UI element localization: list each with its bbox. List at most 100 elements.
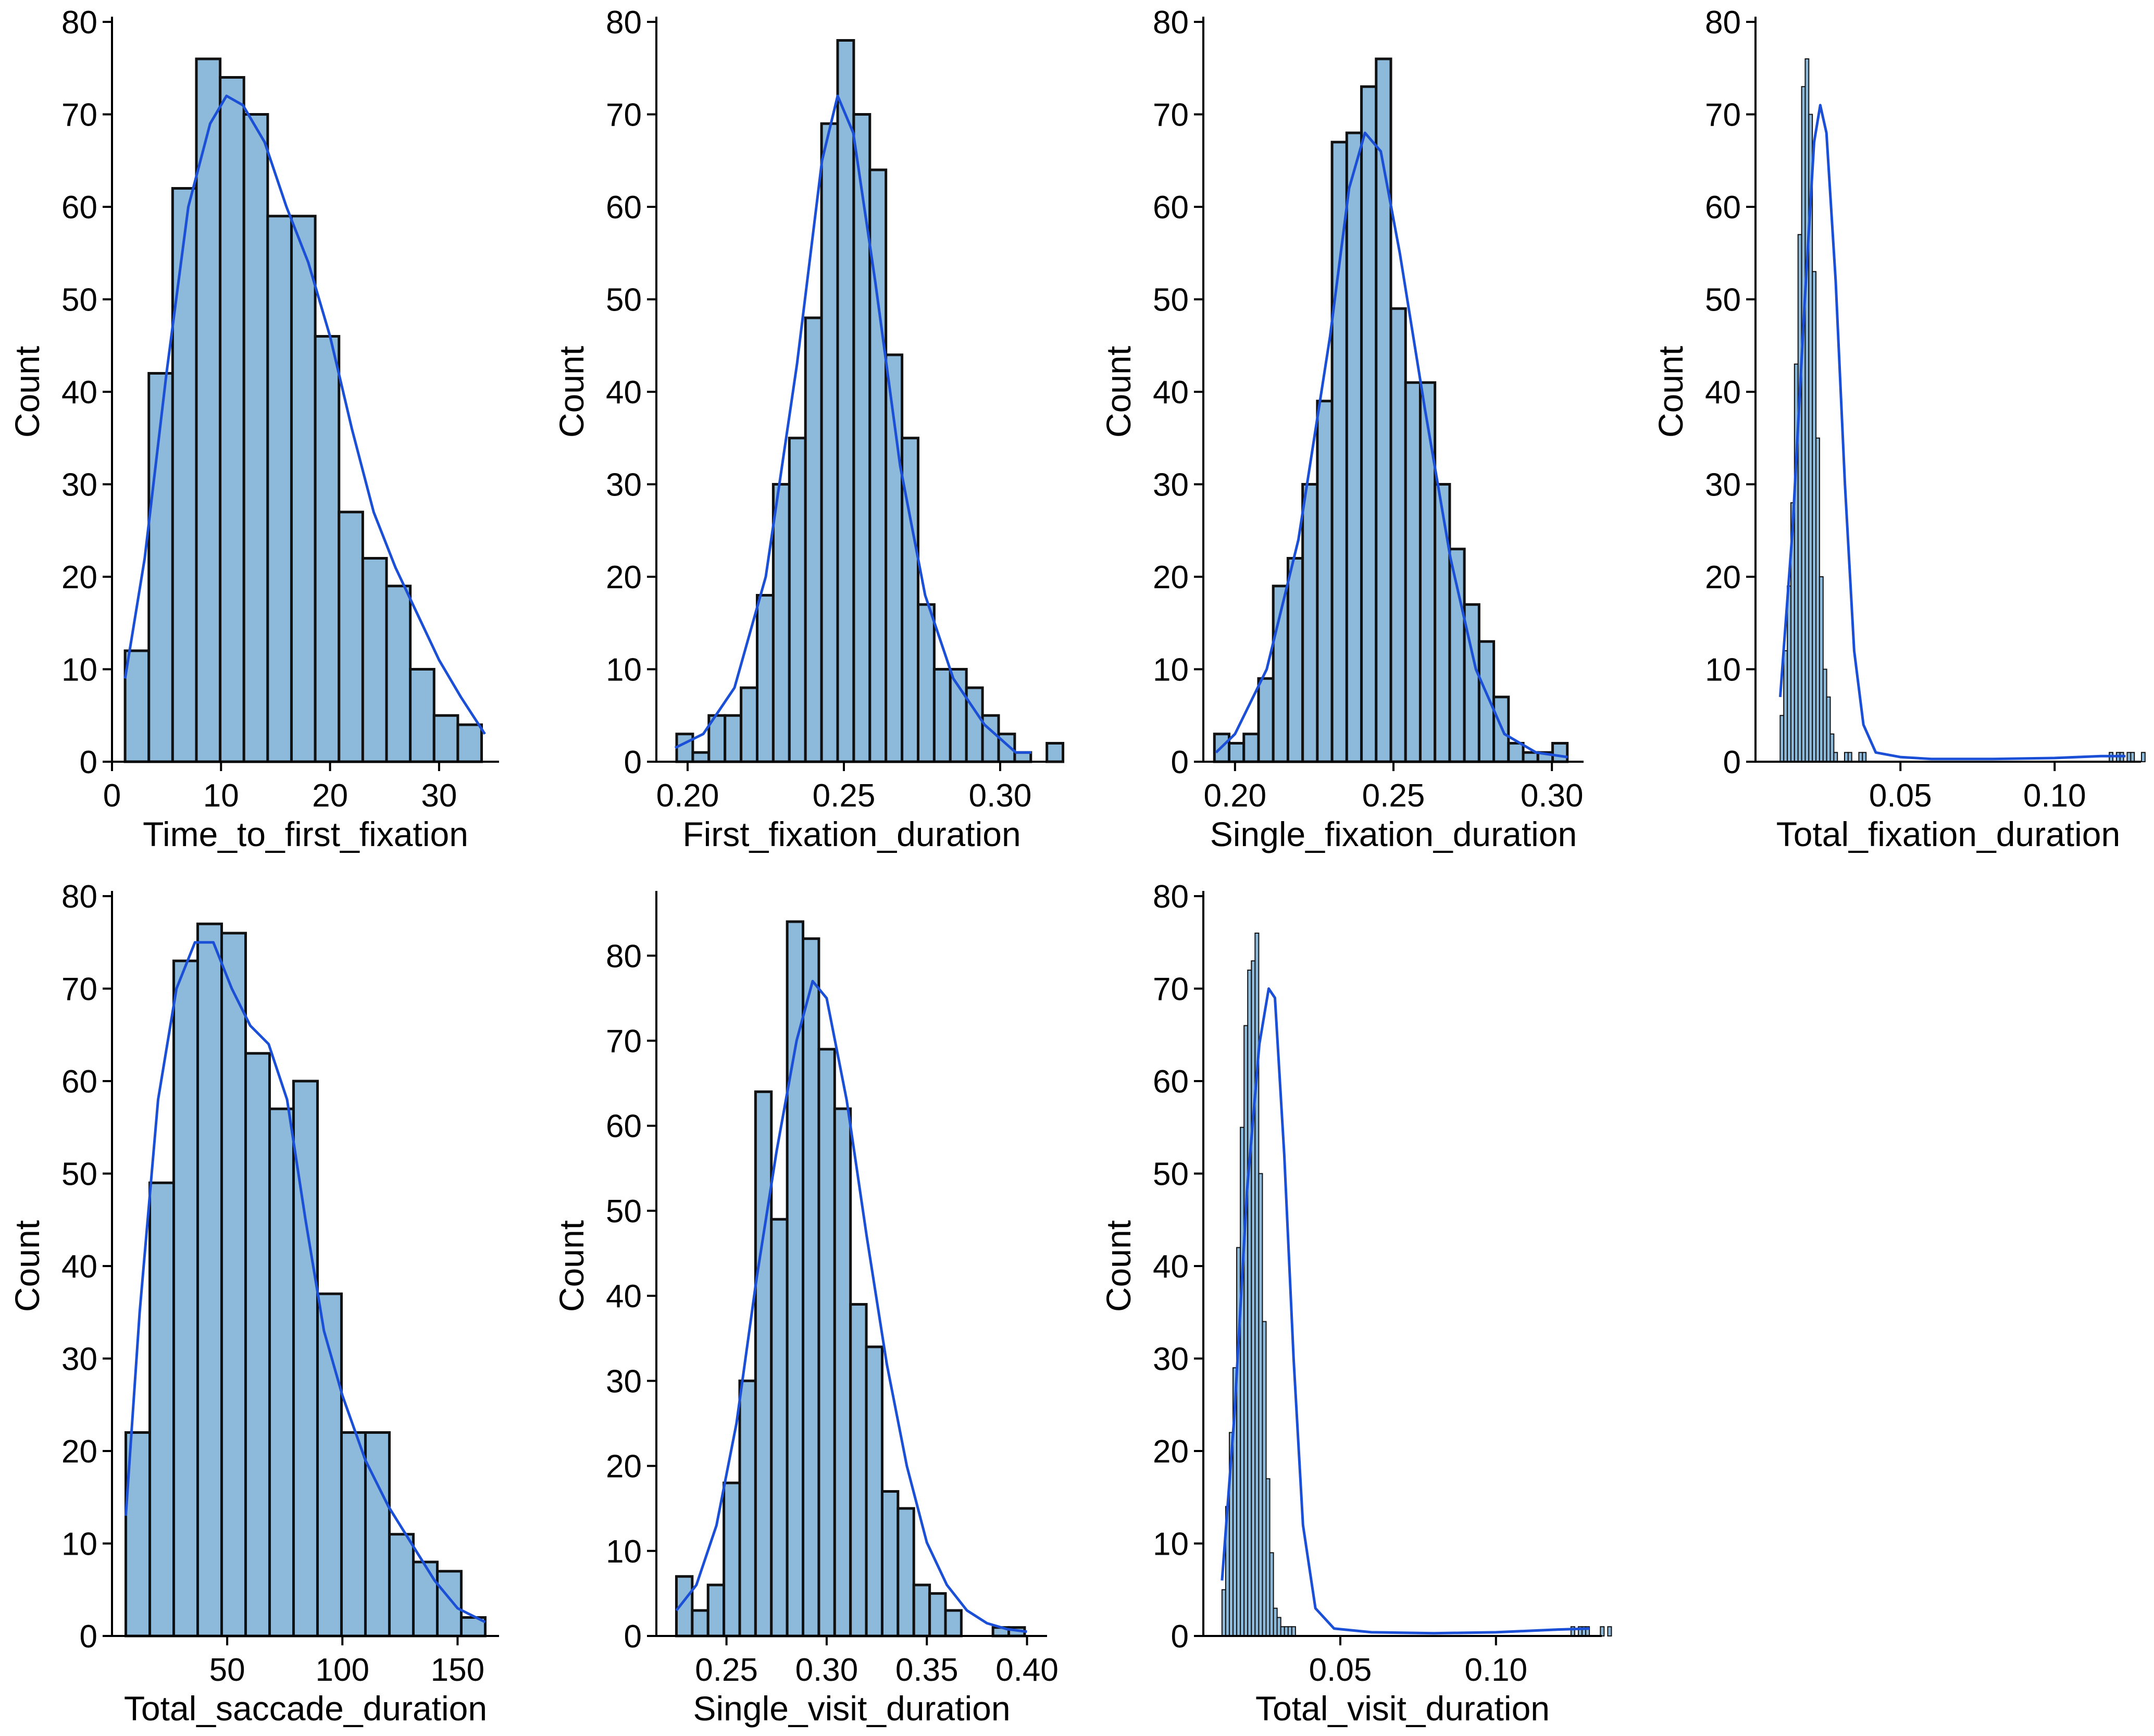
y-tick-label: 80 <box>61 5 97 41</box>
x-tick-label: 150 <box>431 1652 484 1688</box>
x-axis-title: Single_visit_duration <box>693 1689 1010 1728</box>
y-tick-label: 50 <box>606 282 642 318</box>
y-tick-label: 30 <box>61 467 97 503</box>
y-tick-label: 20 <box>61 1434 97 1470</box>
histogram-bar <box>1844 752 1849 762</box>
histogram-bar <box>788 437 807 763</box>
histogram-bar <box>817 1048 836 1638</box>
histogram-bar <box>691 1609 709 1638</box>
histogram-bar <box>1243 1025 1249 1636</box>
bars <box>1213 57 1569 763</box>
y-tick-label: 40 <box>61 375 97 411</box>
x-tick-label: 0.20 <box>1203 778 1266 814</box>
histogram-bar <box>1221 1589 1226 1636</box>
y-tick-label: 0 <box>80 1619 97 1655</box>
histogram-bar <box>1812 271 1817 762</box>
histogram-bar <box>1345 131 1363 763</box>
histogram-bar <box>804 316 823 763</box>
bars <box>675 39 1065 763</box>
histogram-bar <box>266 215 293 763</box>
histogram-bar <box>1607 1626 1612 1636</box>
y-tick-label: 60 <box>606 190 642 226</box>
histogram-bar <box>675 733 694 763</box>
y-tick-label: 0 <box>624 1619 642 1655</box>
histogram-bar <box>1375 57 1392 763</box>
histogram-bar <box>1804 58 1810 762</box>
histogram-panel-total-visit-duration: 0 10 20 30 40 50 60 70 80 0.05 0.10Total_visit_dur… <box>1099 879 1612 1728</box>
histogram-bar <box>1269 1552 1274 1636</box>
histogram-bar <box>1787 585 1791 762</box>
x-axis-title: Total_fixation_duration <box>1776 815 2120 853</box>
y-tick-label: 50 <box>606 1194 642 1230</box>
histogram-bar <box>770 1218 789 1638</box>
y-tick-label: 80 <box>61 879 97 915</box>
x-tick-label: 0.25 <box>695 1652 758 1688</box>
y-tick-label: 0 <box>1723 745 1741 780</box>
histogram-bar <box>340 1431 367 1638</box>
y-tick-label: 40 <box>606 1279 642 1315</box>
histogram-bar <box>409 668 435 763</box>
histogram-bar <box>912 1583 931 1638</box>
y-tick-label: 70 <box>1705 97 1741 133</box>
histogram-bar <box>1600 1626 1605 1636</box>
x-tick-label: 100 <box>316 1652 369 1688</box>
histogram-bar <box>1507 742 1525 763</box>
y-axis-title: Count <box>8 1220 46 1312</box>
histogram-panel-total-saccade-duration: 0 10 20 30 40 50 60 70 80 50 100 150Total_saccade_d… <box>8 879 499 1728</box>
histogram-bar <box>833 1107 852 1638</box>
y-tick-label: 70 <box>606 1023 642 1059</box>
x-tick-label: 0.30 <box>969 778 1032 814</box>
x-tick-label: 0.25 <box>1362 778 1425 814</box>
x-tick-label: 0.10 <box>1464 1652 1527 1688</box>
histogram-bar <box>849 1303 868 1638</box>
x-tick-label: 0.10 <box>2023 778 2086 814</box>
y-tick-label: 50 <box>61 282 97 318</box>
histogram-bar <box>1822 668 1827 762</box>
histogram-bar <box>244 1052 271 1638</box>
y-tick-label: 50 <box>61 1157 97 1193</box>
histogram-bar <box>928 1592 947 1638</box>
histogram-bar <box>435 1570 463 1638</box>
histogram-bar <box>1418 381 1437 763</box>
y-tick-label: 20 <box>1153 560 1189 596</box>
y-tick-label: 60 <box>1153 190 1189 226</box>
histogram-bar <box>316 1292 343 1638</box>
histogram-bar <box>1265 1478 1271 1636</box>
histogram-bar <box>852 113 871 763</box>
histogram-panel-single-fixation-duration: 0 10 20 30 40 50 60 70 80 0.20 0.25 0.30Single_fixa… <box>1099 5 1584 853</box>
histogram-bar <box>1858 752 1863 762</box>
histogram-bar <box>691 751 711 763</box>
histogram-bar <box>754 1090 773 1638</box>
histogram-bar <box>196 922 223 1638</box>
histogram-bar <box>1847 752 1852 762</box>
bars <box>1221 933 1612 1636</box>
y-tick-label: 70 <box>1153 972 1189 1008</box>
y-tick-label: 10 <box>606 652 642 688</box>
histogram-bar <box>388 1533 415 1638</box>
histogram-bar <box>1389 307 1407 763</box>
histogram-bar <box>171 187 198 763</box>
histogram-bar <box>364 1431 391 1638</box>
x-tick-label: 0.25 <box>813 778 876 814</box>
y-tick-label: 0 <box>1171 1619 1189 1655</box>
histogram-bar <box>1254 933 1260 1636</box>
histogram-bar <box>836 39 855 763</box>
histogram-bar <box>1330 141 1348 763</box>
histogram-bar <box>723 1481 741 1638</box>
y-tick-label: 70 <box>61 97 97 133</box>
x-tick-label: 0.30 <box>795 1652 858 1688</box>
y-axis-title: Count <box>1099 346 1138 438</box>
y-tick-label: 0 <box>1171 745 1189 780</box>
histogram-bar <box>432 714 459 763</box>
y-tick-label: 80 <box>1153 5 1189 41</box>
histogram-bar <box>1448 548 1466 763</box>
x-tick-label: 30 <box>421 778 457 814</box>
histogram-bar <box>1815 437 1820 762</box>
histogram-bar <box>2130 752 2135 762</box>
y-tick-label: 80 <box>1705 5 1741 41</box>
histogram-bar <box>1242 733 1260 763</box>
histogram-bar <box>314 335 341 763</box>
histogram-bar <box>802 937 820 1638</box>
histogram-bar <box>1284 1626 1289 1636</box>
x-axis-title: Total_saccade_duration <box>124 1689 487 1728</box>
